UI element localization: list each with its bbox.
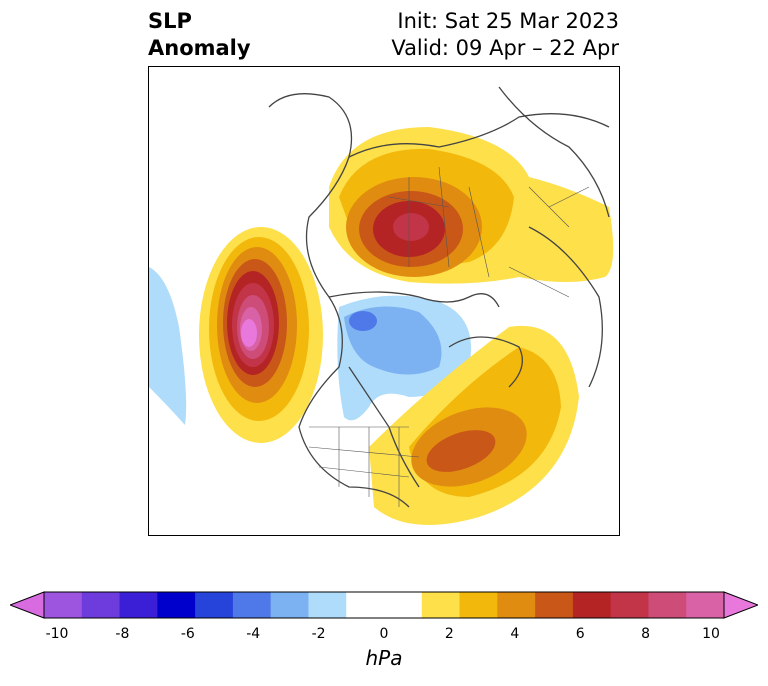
map-panel bbox=[148, 66, 620, 536]
colorbar-tick-label: -4 bbox=[246, 626, 261, 642]
colorbar-swatch bbox=[157, 592, 196, 618]
colorbar bbox=[10, 591, 758, 619]
colorbar-tick-label: 8 bbox=[641, 626, 651, 642]
colorbar-frame bbox=[43, 591, 725, 619]
map-title: SLP Anomaly bbox=[148, 8, 251, 62]
colorbar-swatch bbox=[535, 592, 574, 618]
colorbar-swatch bbox=[648, 592, 687, 618]
country-borders bbox=[308, 166, 590, 507]
colorbar-tick-label: 6 bbox=[575, 626, 585, 642]
colorbar-swatch bbox=[195, 592, 234, 618]
colorbar-extend-max bbox=[723, 591, 758, 619]
colorbar-tick-label: -10 bbox=[45, 626, 69, 642]
colorbar-swatch bbox=[497, 592, 536, 618]
anomaly-arctic bbox=[329, 127, 614, 284]
init-date: Init: Sat 25 Mar 2023 bbox=[397, 9, 619, 33]
colorbar-swatch bbox=[232, 592, 272, 618]
anomaly-north-pacific bbox=[199, 227, 323, 443]
colorbar-swatch bbox=[119, 592, 158, 618]
date-info: Init: Sat 25 Mar 2023 Valid: 09 Apr – 22… bbox=[391, 8, 619, 62]
valid-range: Valid: 09 Apr – 22 Apr bbox=[391, 36, 619, 60]
colorbar-tick-label: 0 bbox=[379, 626, 389, 642]
colorbar-swatch bbox=[686, 592, 725, 618]
coastlines bbox=[268, 86, 610, 508]
anomaly-map bbox=[149, 86, 614, 525]
colorbar-swatch bbox=[346, 592, 385, 618]
anomaly-neg-pacific bbox=[149, 267, 187, 425]
colorbar-tick-label: -8 bbox=[115, 626, 130, 642]
colorbar-swatch bbox=[81, 592, 121, 618]
colorbar-tick-label: -6 bbox=[180, 626, 195, 642]
colorbar-unit: hPa bbox=[365, 646, 403, 670]
title-line-2: Anomaly bbox=[148, 36, 251, 60]
colorbar-swatch bbox=[384, 592, 423, 618]
colorbar-tick-label: 4 bbox=[510, 626, 520, 642]
colorbar-swatch bbox=[270, 592, 309, 618]
colorbar-tick-label: 2 bbox=[444, 626, 454, 642]
colorbar-swatch bbox=[44, 592, 83, 618]
colorbar-swatch bbox=[421, 592, 461, 618]
title-line-1: SLP bbox=[148, 9, 192, 33]
colorbar-extend-min bbox=[10, 591, 45, 619]
anomaly-atlantic bbox=[369, 325, 579, 525]
colorbar-swatch bbox=[610, 592, 649, 618]
colorbar-swatch bbox=[572, 592, 612, 618]
colorbar-swatch bbox=[459, 592, 498, 618]
colorbar-swatch bbox=[308, 592, 347, 618]
colorbar-tick-label: -2 bbox=[311, 626, 326, 642]
colorbar-tick-label: 10 bbox=[702, 626, 720, 642]
colorbar-ticks: -10 -8 -6 -4 -2 0 2 4 6 8 10 bbox=[0, 626, 768, 646]
